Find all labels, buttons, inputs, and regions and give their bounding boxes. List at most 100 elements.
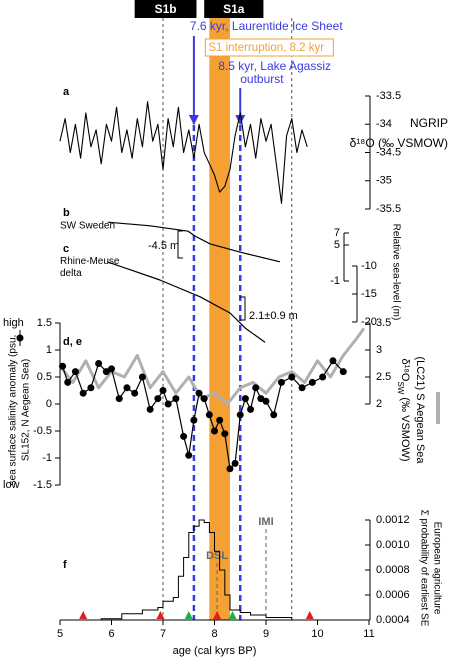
event-label: outburst [240, 72, 284, 86]
data-point [71, 368, 79, 376]
panel-label: c [63, 243, 69, 255]
data-point [87, 384, 95, 392]
data-point [115, 395, 123, 403]
period-box [204, 0, 264, 18]
tick-label: -35 [376, 175, 392, 187]
data-point [205, 411, 213, 419]
axis-title: (LC21) S Aegean Sea [414, 356, 426, 464]
tick-label: -1 [42, 452, 52, 464]
data-point [138, 373, 146, 381]
panel-label: f [63, 559, 67, 571]
age-marker [228, 611, 237, 619]
bracket [177, 230, 183, 259]
x-tick-label: 6 [108, 628, 114, 640]
x-tick-label: 8 [211, 628, 217, 640]
tick-label: 0 [46, 398, 52, 410]
data-line [62, 360, 344, 470]
axis-end-label: low [3, 479, 20, 491]
panel-label: b [63, 207, 70, 219]
tick-label: -0.5 [33, 425, 52, 437]
x-tick-label: 7 [160, 628, 166, 640]
data-line [59, 101, 308, 204]
tick-label: -15 [361, 288, 377, 300]
tick-label: 5 [334, 239, 340, 251]
tick-label: 1 [46, 344, 52, 356]
panel-label: d, e [63, 336, 82, 348]
tick-label: -1 [330, 275, 340, 287]
x-tick-label: 11 [363, 628, 374, 640]
axis-title: European agriculture [431, 522, 442, 615]
data-point [216, 416, 224, 424]
tick-label: 0.0008 [376, 564, 410, 576]
label-box [204, 38, 334, 57]
tick-label: 0.0010 [376, 539, 410, 551]
axis-title-part: SW [396, 381, 405, 394]
tick-label: 0.0012 [376, 514, 410, 526]
tick-label: 3 [376, 344, 382, 356]
data-point [59, 362, 67, 370]
interruption-label: S1 interruption, 8.2 kyr [208, 42, 324, 54]
data-point [79, 389, 87, 397]
data-point [195, 389, 203, 397]
data-point [102, 368, 110, 376]
tick-label: -10 [361, 260, 377, 272]
tick-label: 0.0004 [376, 614, 410, 626]
data-line [80, 519, 293, 621]
data-point [159, 387, 167, 394]
legend-dot [16, 334, 24, 342]
axis-title: δ¹⁸OSW (‰ VSMOW) [396, 358, 411, 461]
data-point [298, 384, 306, 392]
data-point [180, 432, 188, 440]
bracket [240, 296, 246, 321]
tick-label: 0.0006 [376, 589, 410, 601]
axis-title: δ¹⁸O (‰ VSMOW) [350, 136, 448, 150]
data-point [231, 459, 239, 467]
axis-title: sea surface salinity anomaly (psu, [8, 335, 19, 486]
x-tick-label: 5 [57, 628, 63, 640]
event-label: 7.6 kyr, Laurentide Ice Sheet [190, 19, 343, 33]
age-marker [156, 611, 165, 619]
tick-label: 7 [334, 227, 340, 239]
data-point [154, 395, 162, 403]
data-point [277, 378, 285, 386]
axis-title: Σ probability of earliest SE [418, 510, 429, 627]
tick-label: 2 [376, 398, 382, 410]
tick-label: -34.5 [376, 146, 401, 158]
axis-title-part: (‰ VSMOW) [399, 394, 411, 461]
data-point [257, 395, 265, 403]
tick-label: -33.5 [376, 90, 401, 102]
data-point [288, 373, 296, 381]
tick-label: -34 [376, 118, 392, 130]
data-point [95, 360, 103, 367]
data-point [270, 411, 278, 419]
tick-label: 3.5 [376, 317, 391, 329]
data-line [107, 221, 281, 263]
x-tick-label: 9 [263, 628, 269, 640]
data-point [190, 416, 198, 424]
panel-label: a [63, 86, 70, 98]
tick-label: -1.5 [33, 479, 52, 491]
annotation: 2.1±0.9 m [249, 310, 298, 322]
event-label: 8.5 kyr, Lake Agassiz [218, 59, 331, 73]
data-point [339, 368, 347, 376]
axis-title: Relative sea-level (m) [390, 224, 401, 321]
data-point [172, 395, 180, 403]
data-point [236, 411, 244, 419]
tick-label: 2.5 [376, 371, 391, 383]
age-marker [305, 611, 314, 619]
axis-title: NGRIP [410, 116, 448, 130]
interruption-band [209, 18, 230, 620]
data-point [241, 395, 249, 403]
period-box [134, 0, 197, 18]
data-point [329, 357, 337, 365]
data-point [200, 395, 208, 403]
data-point [64, 378, 72, 386]
tick-label: -35.5 [376, 203, 401, 215]
data-point [185, 451, 193, 459]
period-label: S1a [223, 2, 245, 16]
data-point [247, 405, 255, 413]
tick-label: 1.5 [37, 317, 52, 329]
data-point [308, 378, 316, 386]
